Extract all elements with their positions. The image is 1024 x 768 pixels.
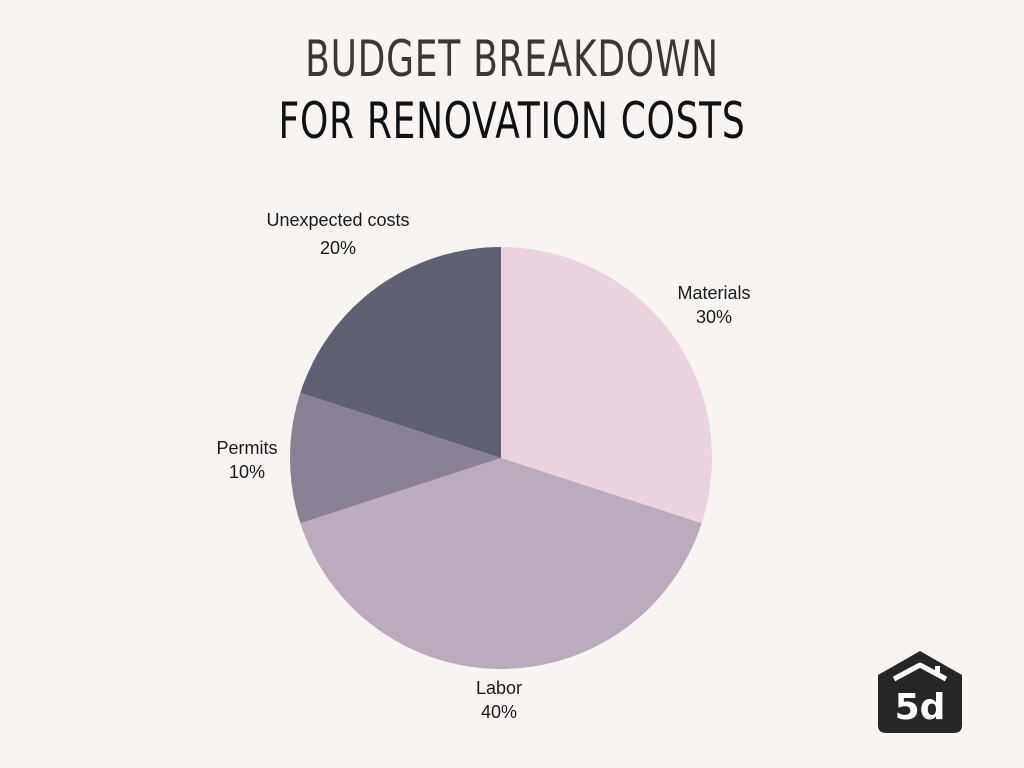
label-materials-name: Materials [677, 283, 751, 303]
pie-slice-permits [290, 392, 501, 524]
pie-slice-materials [501, 247, 713, 524]
label-unexpected: Unexpected costs 20% [238, 208, 438, 260]
5d-logo-icon: 5d [878, 651, 962, 733]
label-materials-pct: 30% [695, 307, 733, 327]
label-unexpected-name: Unexpected costs [266, 210, 410, 230]
label-labor-name: Labor [475, 678, 523, 698]
label-permits: Permits 10% [187, 436, 307, 484]
label-unexpected-pct: 20% [319, 238, 357, 258]
pie-slice-labor [300, 458, 702, 669]
label-labor-pct: 40% [480, 702, 518, 722]
label-permits-pct: 10% [228, 462, 266, 482]
chart-title-line1: BUDGET BREAKDOWN [305, 30, 719, 88]
logo-text: 5d [895, 687, 946, 728]
label-labor: Labor 40% [439, 676, 559, 724]
chart-title-line2: FOR RENOVATION COSTS [278, 92, 746, 150]
label-permits-name: Permits [216, 438, 278, 458]
pie-slice-unexpected-costs [300, 247, 501, 458]
label-materials: Materials 30% [654, 281, 774, 329]
